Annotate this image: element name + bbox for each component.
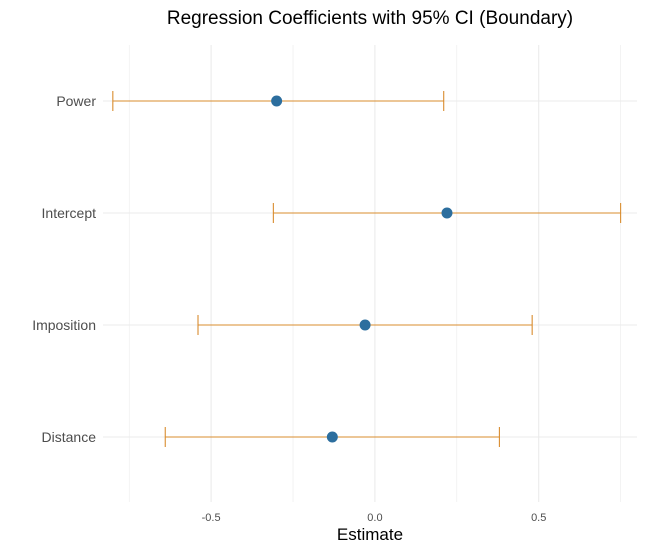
grid-layer bbox=[103, 45, 637, 502]
y-tick-label: Imposition bbox=[32, 317, 96, 333]
y-tick-label: Distance bbox=[42, 429, 97, 445]
y-tick-label: Intercept bbox=[42, 205, 97, 221]
errorbar-layer bbox=[112, 91, 622, 447]
x-tick-label: 0.5 bbox=[531, 512, 546, 524]
estimate-point bbox=[326, 431, 338, 443]
point-layer bbox=[271, 95, 453, 443]
estimate-point bbox=[441, 207, 453, 219]
x-axis-tick-labels: -0.5 0.0 0.5 bbox=[202, 512, 547, 524]
estimate-point bbox=[359, 319, 371, 331]
y-axis-tick-labels: Power Intercept Imposition Distance bbox=[32, 93, 96, 445]
chart-title: Regression Coefficients with 95% CI (Bou… bbox=[167, 8, 573, 29]
x-tick-label: 0.0 bbox=[367, 512, 382, 524]
y-tick-label: Power bbox=[56, 93, 96, 109]
estimate-point bbox=[271, 95, 283, 107]
x-tick-label: -0.5 bbox=[202, 512, 221, 524]
x-axis-label: Estimate bbox=[337, 525, 403, 544]
